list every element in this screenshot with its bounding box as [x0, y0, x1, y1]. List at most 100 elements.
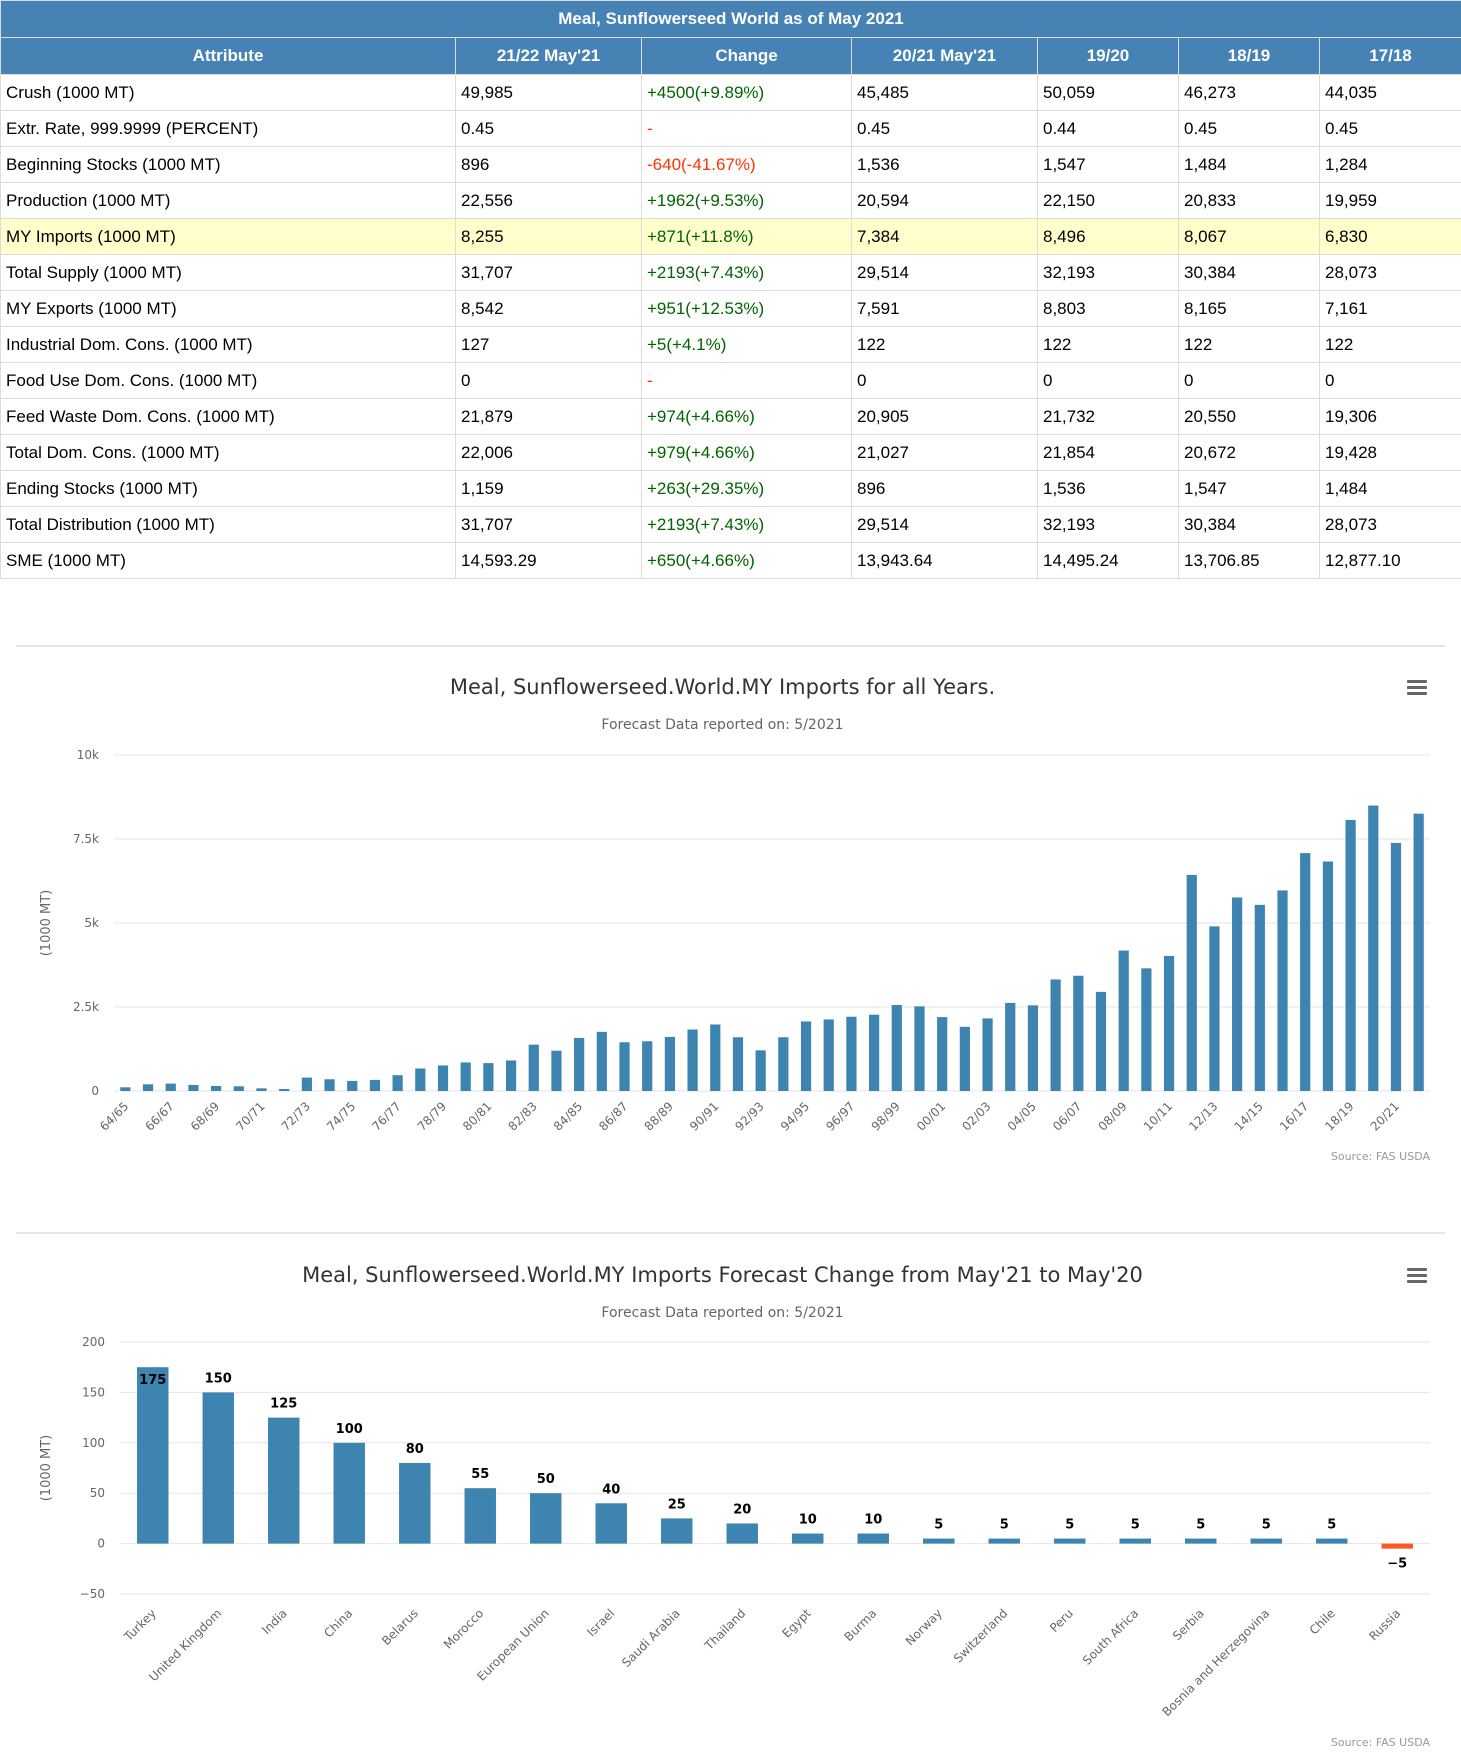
bar-90-91[interactable]: [710, 1024, 721, 1091]
bar-96-97[interactable]: [846, 1016, 857, 1091]
bar-united-kingdom[interactable]: [202, 1392, 234, 1544]
bar-china[interactable]: [333, 1442, 365, 1544]
bar-73-74[interactable]: [324, 1079, 335, 1091]
bar-82-83[interactable]: [528, 1044, 539, 1091]
bar-81-82[interactable]: [505, 1060, 517, 1091]
bar-14-15[interactable]: [1254, 904, 1265, 1091]
bar-13-14[interactable]: [1232, 897, 1243, 1091]
bar-peru[interactable]: [1054, 1538, 1086, 1544]
column-header-2[interactable]: Change: [641, 37, 852, 75]
column-header-5[interactable]: 18/19: [1178, 37, 1320, 75]
bar-india[interactable]: [268, 1417, 300, 1544]
column-header-4[interactable]: 19/20: [1037, 37, 1179, 75]
cell-c1920: 1,536: [1037, 470, 1179, 507]
bar-69-70[interactable]: [233, 1086, 244, 1091]
bar-83-84[interactable]: [551, 1050, 562, 1091]
bar-97-98[interactable]: [868, 1014, 880, 1091]
bar-68-69[interactable]: [210, 1085, 222, 1091]
cell-c1718: 28,073: [1319, 254, 1461, 291]
bar-85-86[interactable]: [596, 1031, 607, 1091]
bar-08-09[interactable]: [1118, 950, 1129, 1091]
bar-78-79[interactable]: [437, 1065, 449, 1091]
bar-74-75[interactable]: [347, 1080, 358, 1091]
bar-67-68[interactable]: [188, 1084, 199, 1091]
forecast-change-svg: Meal, Sunflowerseed.World.MY Imports For…: [16, 1232, 1445, 1749]
bar-86-87[interactable]: [619, 1042, 630, 1091]
bar-turkey[interactable]: [137, 1367, 169, 1544]
hamburger-menu-icon[interactable]: [1400, 1260, 1430, 1286]
x-tick-label: 86/87: [596, 1099, 630, 1133]
bar-burma[interactable]: [857, 1533, 889, 1544]
bar-morocco[interactable]: [464, 1488, 496, 1544]
cell-c2021: 20,594: [851, 182, 1038, 219]
bar-israel[interactable]: [595, 1503, 627, 1544]
bar-77-78[interactable]: [415, 1068, 426, 1091]
hamburger-menu-icon[interactable]: [1400, 672, 1430, 698]
column-header-0[interactable]: Attribute: [0, 37, 456, 75]
bar-belarus[interactable]: [399, 1462, 431, 1544]
bar-00-01[interactable]: [937, 1017, 948, 1091]
cell-c1920: 21,854: [1037, 434, 1179, 471]
bar-11-12[interactable]: [1186, 874, 1197, 1091]
bar-european-union[interactable]: [530, 1493, 562, 1544]
table-row: Crush (1000 MT) 49,985 +4500(+9.89%) 45,485…: [0, 74, 1461, 111]
bar-70-71[interactable]: [256, 1088, 267, 1091]
bar-10-11[interactable]: [1163, 955, 1175, 1091]
bar-19-20[interactable]: [1368, 805, 1379, 1091]
bar-87-88[interactable]: [642, 1041, 653, 1091]
bar-03-04[interactable]: [1005, 1002, 1016, 1091]
bar-84-85[interactable]: [574, 1037, 585, 1091]
y-tick-label: 200: [82, 1335, 105, 1349]
bar-thailand[interactable]: [726, 1523, 758, 1544]
bar-egypt[interactable]: [792, 1533, 824, 1544]
bar-serbia[interactable]: [1185, 1538, 1217, 1544]
cell-attribute: Total Distribution (1000 MT): [0, 506, 456, 543]
bar-64-65[interactable]: [120, 1087, 131, 1091]
bar-07-08[interactable]: [1095, 991, 1107, 1091]
bar-saudi-arabia[interactable]: [661, 1518, 693, 1544]
bar-17-18[interactable]: [1322, 861, 1334, 1091]
bar-06-07[interactable]: [1073, 975, 1084, 1091]
bar-75-76[interactable]: [369, 1079, 381, 1091]
bar-93-94[interactable]: [778, 1037, 789, 1091]
bar-switzerland[interactable]: [988, 1538, 1020, 1544]
bar-18-19[interactable]: [1345, 819, 1356, 1091]
column-header-6[interactable]: 17/18: [1319, 37, 1461, 75]
bar-20-21[interactable]: [1390, 842, 1402, 1091]
bar-21-22[interactable]: [1413, 813, 1424, 1091]
bar-15-16[interactable]: [1277, 890, 1288, 1091]
bar-72-73[interactable]: [301, 1077, 312, 1091]
bar-bosnia-and-herzegovina[interactable]: [1250, 1538, 1282, 1544]
data-label: 10: [864, 1513, 882, 1528]
bar-95-96[interactable]: [823, 1019, 834, 1091]
bar-66-67[interactable]: [165, 1083, 176, 1091]
bar-65-66[interactable]: [142, 1084, 154, 1091]
bar-16-17[interactable]: [1300, 853, 1311, 1091]
bar-92-93[interactable]: [755, 1050, 766, 1091]
bar-98-99[interactable]: [891, 1004, 902, 1091]
bar-04-05[interactable]: [1027, 1005, 1039, 1091]
bar-01-02[interactable]: [959, 1026, 970, 1091]
bar-79-80[interactable]: [460, 1062, 471, 1091]
cell-attribute: MY Imports (1000 MT): [0, 218, 456, 255]
bar-99-00[interactable]: [914, 1006, 925, 1091]
bar-norway[interactable]: [923, 1538, 955, 1544]
bar-91-92[interactable]: [732, 1037, 744, 1091]
bar-76-77[interactable]: [392, 1075, 403, 1091]
bar-89-90[interactable]: [687, 1029, 698, 1091]
bar-12-13[interactable]: [1209, 926, 1220, 1091]
table-header-row: Attribute 21/22 May'21 Change 20/21 May'21 1…: [0, 37, 1461, 75]
bar-71-72[interactable]: [279, 1088, 290, 1091]
bar-02-03[interactable]: [982, 1018, 993, 1091]
bar-russia[interactable]: [1381, 1543, 1413, 1549]
bar-05-06[interactable]: [1050, 979, 1061, 1091]
column-header-1[interactable]: 21/22 May'21: [455, 37, 642, 75]
column-header-3[interactable]: 20/21 May'21: [851, 37, 1038, 75]
bar-88-89[interactable]: [664, 1036, 676, 1091]
y-tick-label: 0: [97, 1537, 105, 1551]
bar-south-africa[interactable]: [1119, 1538, 1151, 1544]
bar-chile[interactable]: [1316, 1538, 1348, 1544]
bar-80-81[interactable]: [483, 1063, 494, 1091]
bar-94-95[interactable]: [800, 1021, 812, 1091]
bar-09-10[interactable]: [1141, 968, 1152, 1091]
